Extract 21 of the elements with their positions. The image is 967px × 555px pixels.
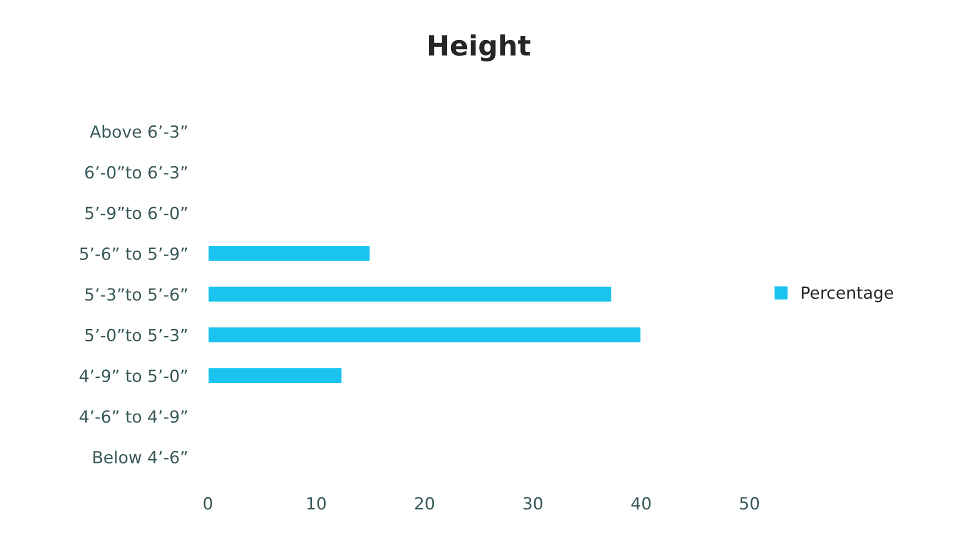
bar <box>208 285 613 303</box>
y-tick-label: Below 4’-6” <box>93 450 187 464</box>
x-tick-label: 40 <box>631 497 651 510</box>
bar <box>208 326 642 344</box>
x-tick-label: 10 <box>307 497 326 510</box>
x-tick-label: 50 <box>740 497 759 510</box>
y-tick-label: 6’-0”to 6’-3” <box>85 166 187 179</box>
y-tick-label: 5’-9”to 6’-0” <box>85 206 187 220</box>
bar <box>208 366 343 384</box>
y-tick-label: 5’-6” to 5’-9” <box>80 247 187 260</box>
bar <box>208 244 372 262</box>
y-tick-label: 4’-6” to 4’-9” <box>80 410 187 423</box>
y-tick-label: 5’-3”to 5’-6” <box>85 288 187 301</box>
y-tick-label: Above 6’-3” <box>90 125 187 138</box>
x-tick-label: 20 <box>415 497 434 510</box>
chart-title: Height <box>428 34 530 62</box>
y-tick-label: 5’-0”to 5’-3” <box>85 328 187 342</box>
x-tick-label: 30 <box>523 497 542 510</box>
y-tick-label: 4’-9” to 5’-0” <box>80 370 187 382</box>
x-tick-label: 0 <box>204 497 212 510</box>
legend-label: Percentage <box>802 286 894 302</box>
